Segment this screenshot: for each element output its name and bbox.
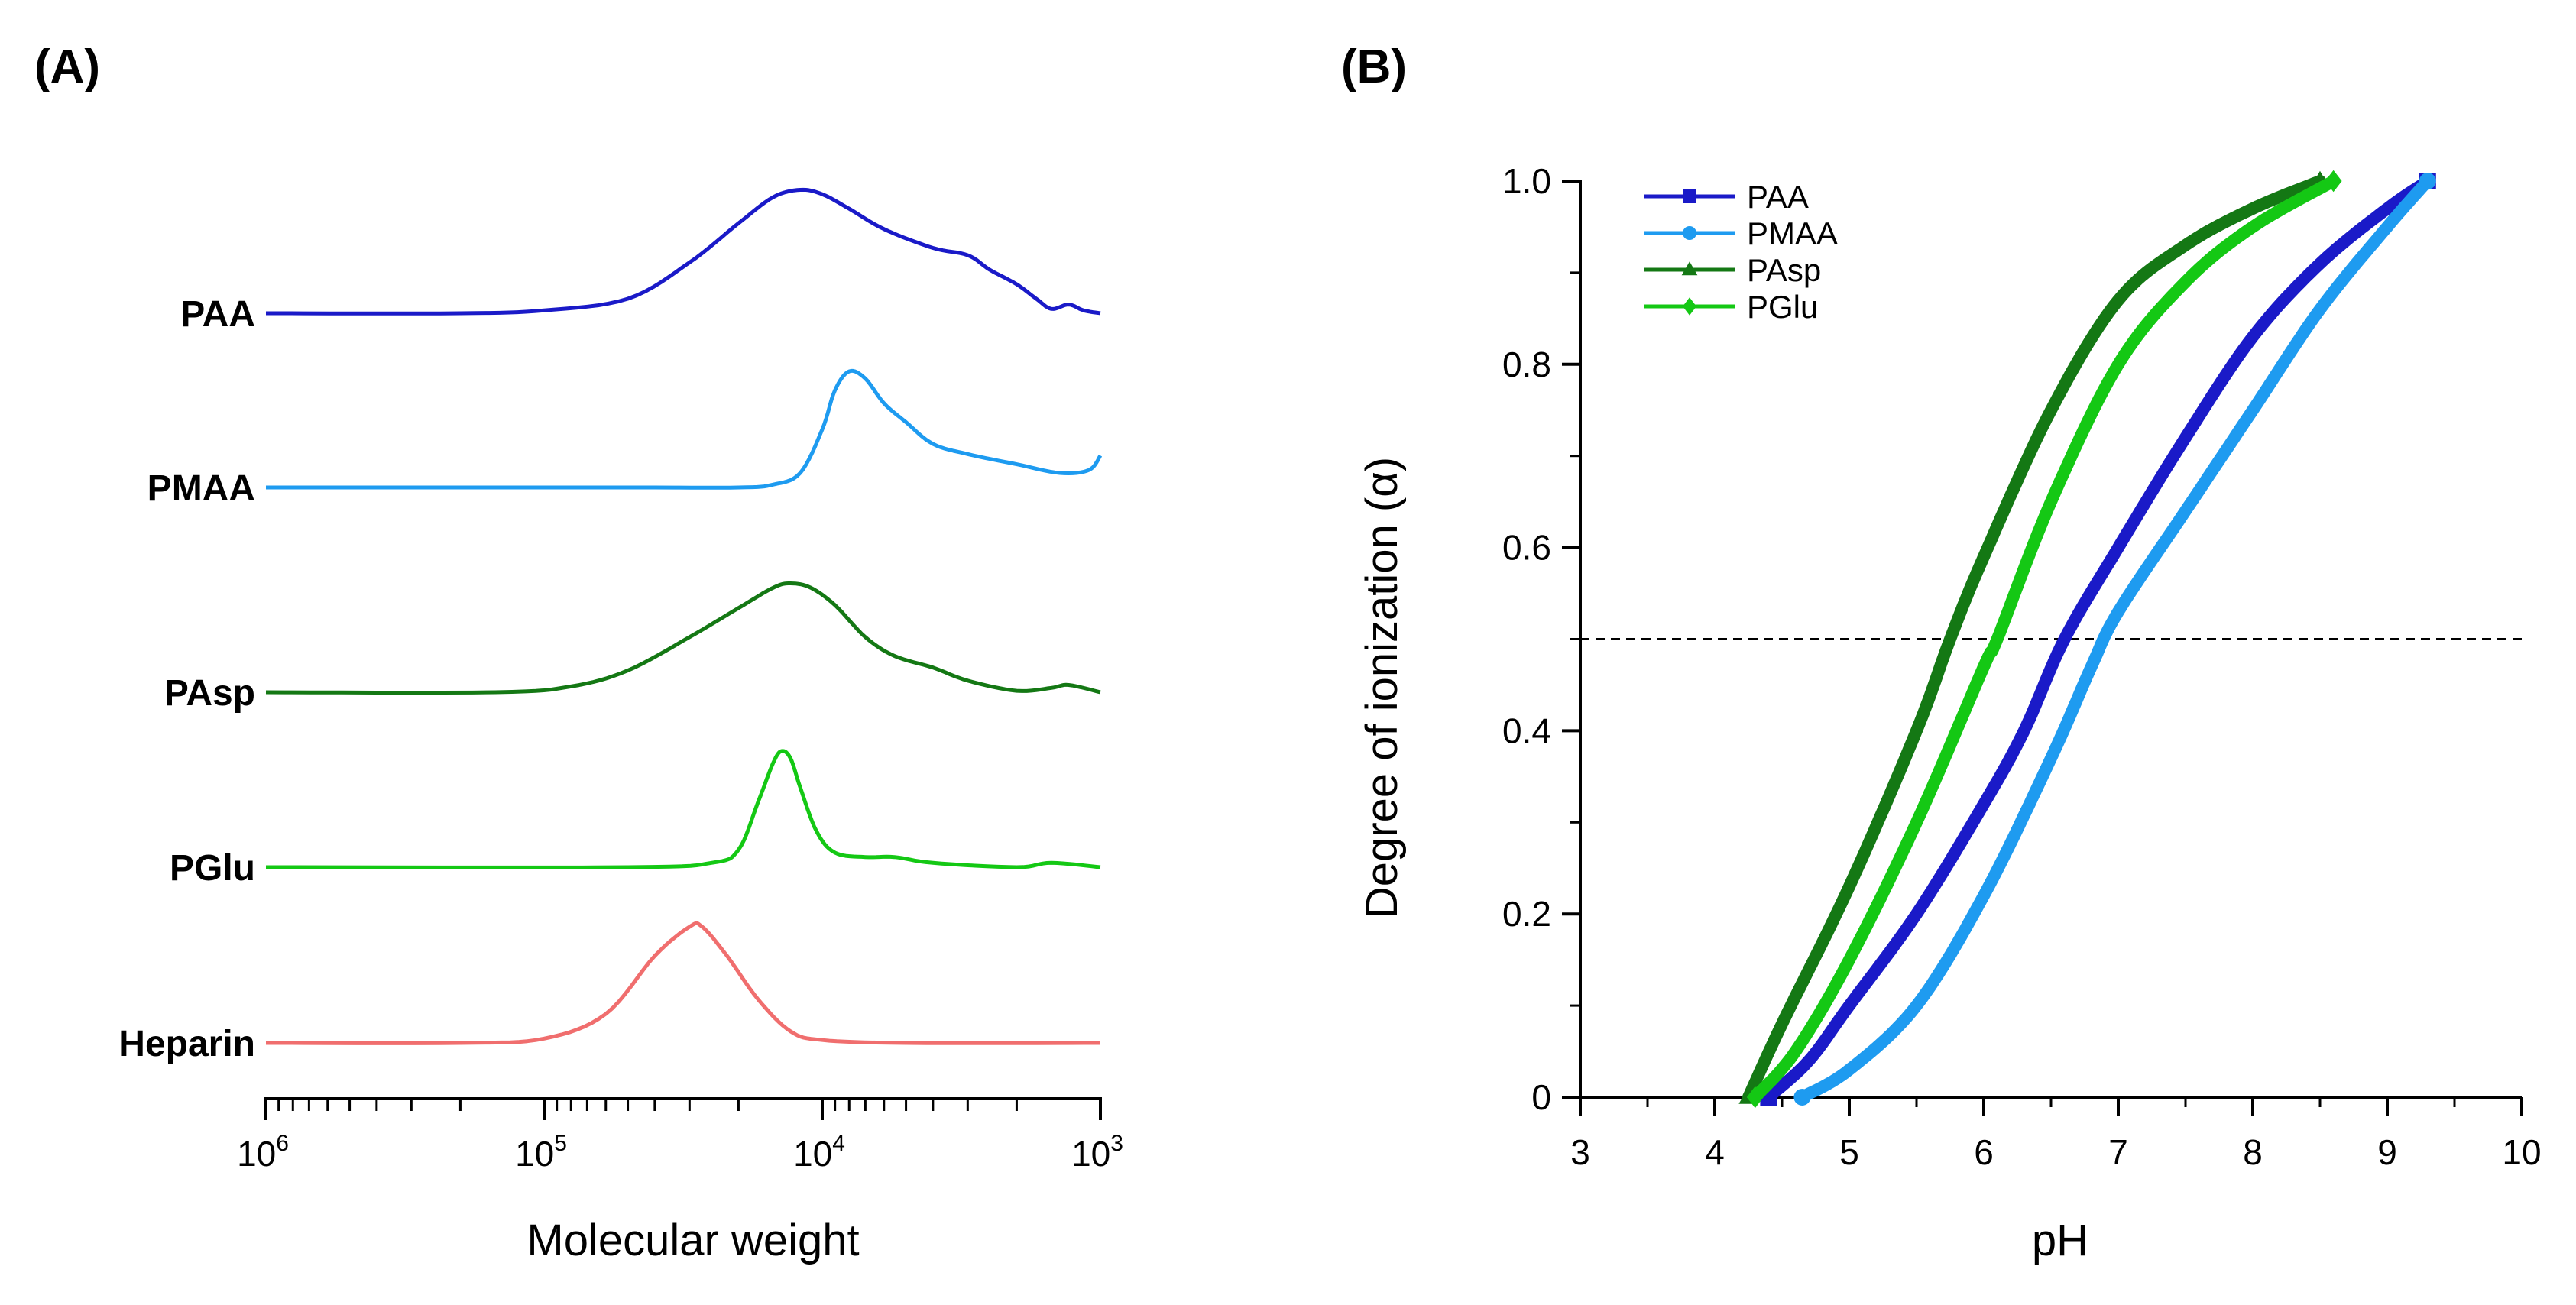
series-end-marker-pmaa — [2419, 173, 2436, 189]
x-tick-label-base: 10 — [1071, 1134, 1110, 1174]
trace-label-pmaa: PMAA — [147, 468, 255, 509]
x-tick-label-exponent: 3 — [1110, 1131, 1123, 1156]
panel-b-y-axis-title: Degree of ionization (α) — [1357, 457, 1407, 918]
series-pglu — [1746, 170, 2342, 1109]
x-tick-label: 5 — [1839, 1132, 1859, 1172]
x-tick-label: 105 — [515, 1131, 567, 1174]
trace-label-pasp: PAsp — [164, 673, 255, 714]
x-tick-label: 3 — [1570, 1132, 1590, 1172]
panel-b: (B) 0 0.2 0.4 0.6 0.8 1.0 3 4 5 6 7 8 9 10 PAAPMAAPAs… — [1341, 40, 2542, 1265]
panel-a-x-axis-title: Molecular weight — [527, 1216, 859, 1265]
trace-pmaa — [266, 368, 1103, 490]
x-tick-label: 10 — [2502, 1132, 2541, 1172]
y-tick-label: 1.0 — [1502, 161, 1551, 201]
series-line-pasp — [1742, 175, 2326, 1103]
trace-paa — [266, 187, 1101, 316]
panel-a-label: (A) — [34, 40, 100, 93]
legend-marker-paa — [1683, 189, 1696, 203]
trace-pasp — [265, 581, 1101, 695]
legend-label-pglu: PGlu — [1747, 289, 1818, 325]
x-tick-label: 104 — [793, 1131, 845, 1174]
panel-a-x-axis: 106 105 104 103 — [237, 1097, 1123, 1174]
x-tick-label: 9 — [2377, 1132, 2397, 1172]
y-tick-label: 0 — [1531, 1077, 1551, 1117]
x-tick-label: 4 — [1705, 1132, 1725, 1172]
x-tick-label: 8 — [2243, 1132, 2263, 1172]
legend-label-pmaa: PMAA — [1747, 215, 1838, 251]
series-line-pglu — [1748, 175, 2340, 1103]
x-tick-label-base: 10 — [793, 1134, 832, 1174]
series-pasp — [1738, 170, 2330, 1104]
x-tick-label-exponent: 4 — [832, 1131, 845, 1156]
panel-b-axes: 0 0.2 0.4 0.6 0.8 1.0 3 4 5 6 7 8 9 10 — [1502, 161, 2542, 1172]
x-tick-label: 103 — [1071, 1131, 1123, 1174]
y-tick-label: 0.4 — [1502, 711, 1551, 750]
x-tick-label-base: 10 — [237, 1134, 276, 1174]
legend-marker-pasp — [1681, 261, 1698, 276]
series-start-marker-pglu — [1746, 1086, 1764, 1109]
series-start-marker-pmaa — [1793, 1089, 1811, 1106]
series-pmaa — [1793, 173, 2436, 1106]
panel-b-label: (B) — [1341, 40, 1407, 93]
panel-b-x-axis-title: pH — [2032, 1216, 2088, 1265]
x-tick-label-base: 10 — [515, 1134, 554, 1174]
legend-label-paa: PAA — [1747, 179, 1809, 215]
y-tick-label: 0.6 — [1502, 528, 1551, 568]
x-tick-label: 6 — [1974, 1132, 1994, 1172]
trace-label-paa: PAA — [180, 294, 255, 335]
legend-label-pasp: PAsp — [1747, 252, 1821, 288]
y-tick-label: 0.2 — [1502, 894, 1551, 934]
trace-heparin — [266, 921, 1100, 1045]
trace-label-pglu: PGlu — [170, 848, 255, 889]
legend-marker-pglu — [1683, 297, 1696, 316]
x-tick-label-exponent: 5 — [554, 1131, 567, 1156]
legend-marker-pmaa — [1683, 226, 1696, 240]
x-tick-label: 7 — [2108, 1132, 2128, 1172]
panel-b-series — [1738, 170, 2436, 1109]
y-tick-label: 0.8 — [1502, 345, 1551, 384]
panel-a-traces: PAA PMAA PAsp PGlu Heparin — [118, 187, 1103, 1064]
series-line-paa — [1762, 175, 2434, 1103]
x-tick-label: 106 — [237, 1131, 289, 1174]
x-tick-label-exponent: 6 — [276, 1131, 289, 1156]
trace-label-heparin: Heparin — [118, 1024, 255, 1064]
series-end-marker-pglu — [2325, 170, 2342, 193]
trace-pglu — [266, 749, 1101, 869]
series-line-pmaa — [1796, 175, 2434, 1103]
